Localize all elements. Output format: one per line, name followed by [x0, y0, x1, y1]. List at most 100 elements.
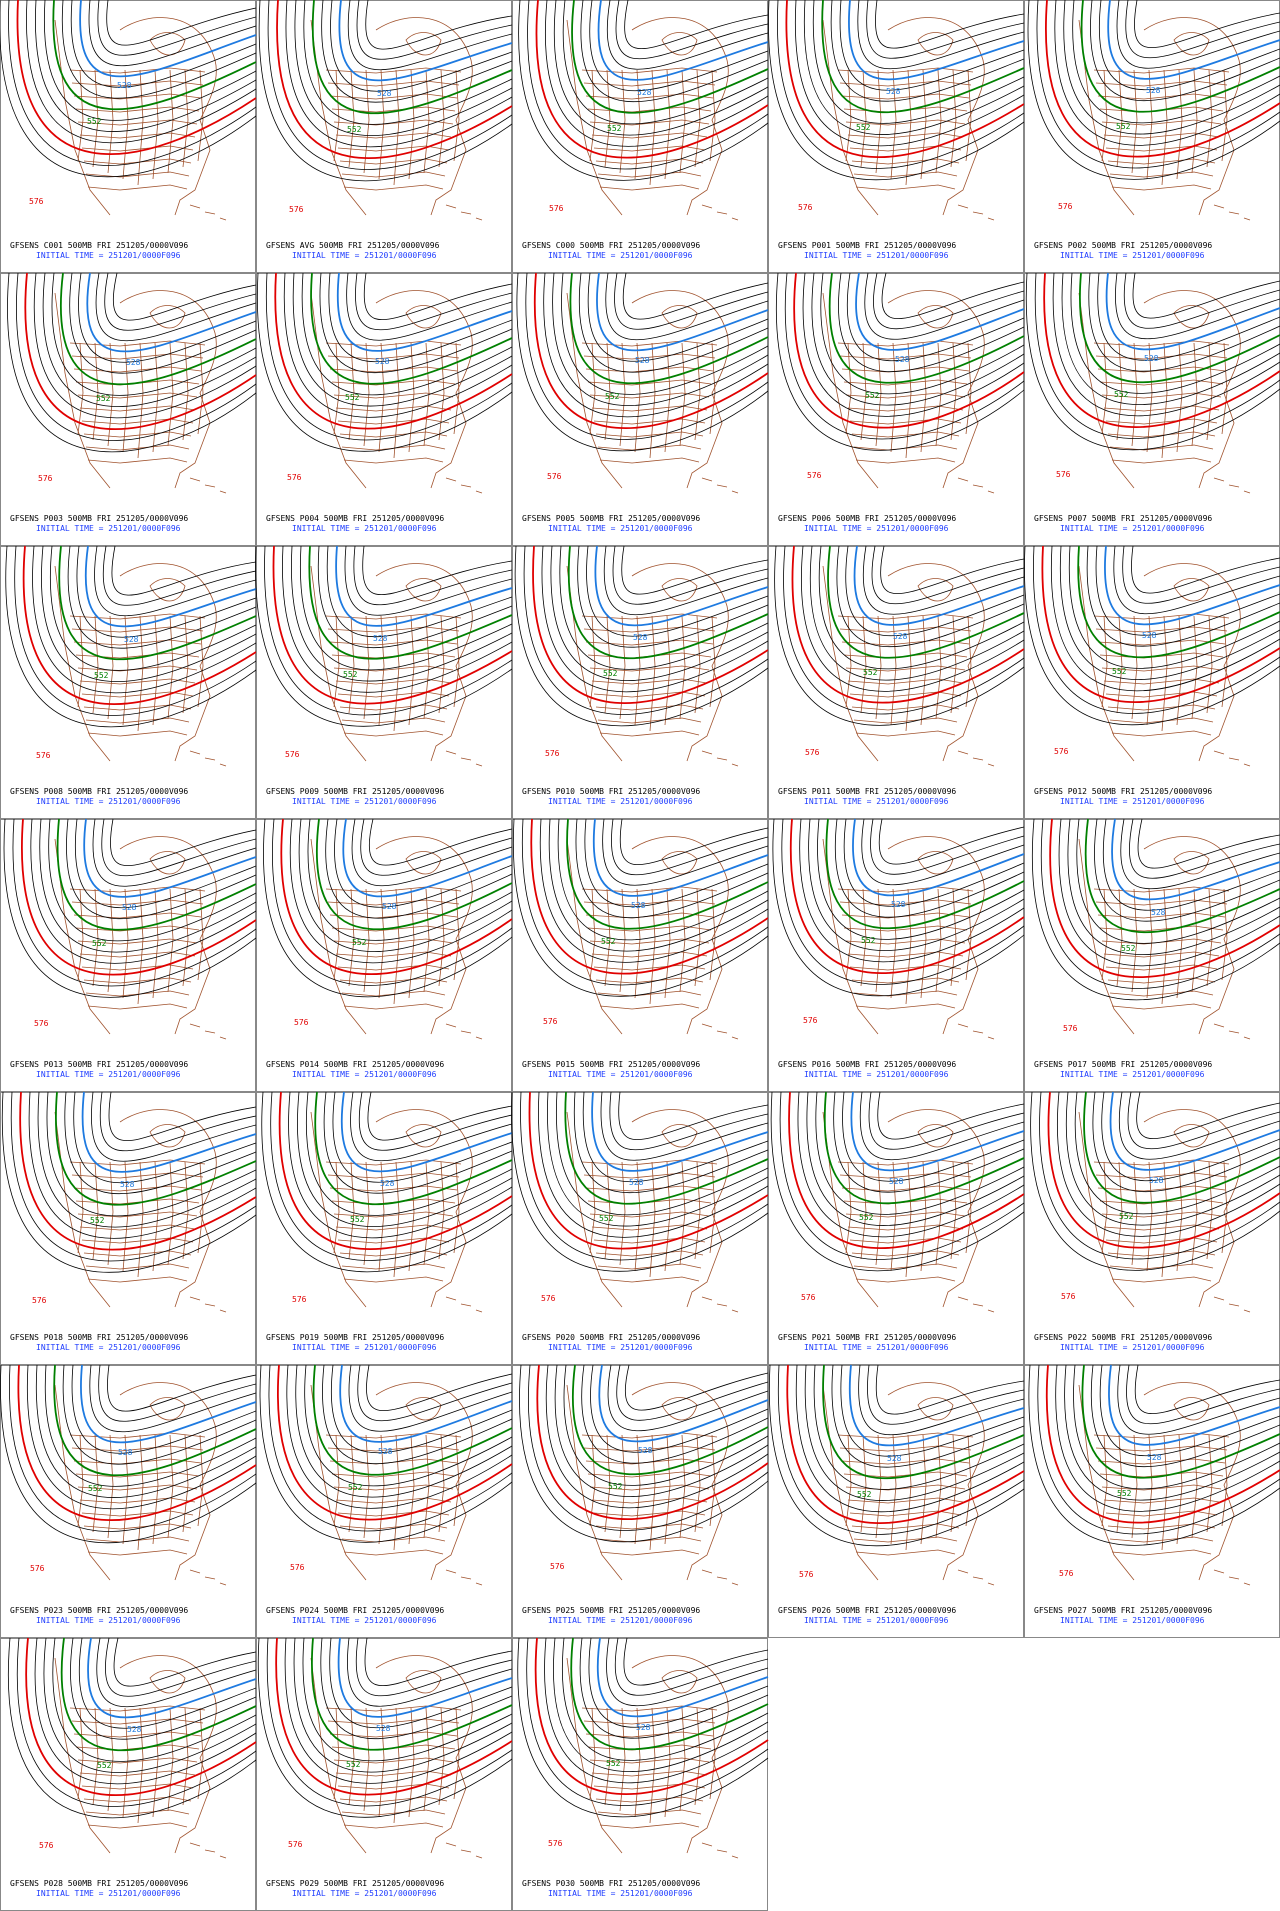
- contour-label: 528: [1147, 1453, 1162, 1462]
- state-line: [341, 990, 446, 997]
- state-line: [1099, 379, 1224, 386]
- contour-label: 576: [548, 1839, 563, 1848]
- map-outline: [310, 1655, 483, 1859]
- height-contour: [0, 1364, 257, 1544]
- coastline: [310, 836, 473, 1035]
- state-line: [1176, 69, 1183, 180]
- height-contour: [332, 1091, 513, 1183]
- contour-label: 552: [1117, 1489, 1132, 1498]
- height-contour: [19, 1091, 257, 1251]
- state-line: [122, 615, 129, 726]
- height-contour: [1134, 1364, 1280, 1415]
- islands: [957, 1569, 995, 1586]
- contour-label: 528: [127, 1725, 142, 1734]
- state-line: [438, 342, 445, 441]
- state-line: [589, 615, 596, 708]
- state-line: [339, 1796, 448, 1803]
- height-contour: [820, 272, 1025, 395]
- panel-border: [256, 1092, 512, 1365]
- state-line: [591, 678, 708, 685]
- islands: [957, 477, 995, 494]
- height-contour: [342, 818, 513, 898]
- state-line: [77, 119, 198, 126]
- state-line: [1109, 1536, 1214, 1543]
- height-contour: [1070, 272, 1280, 394]
- contour-label: 576: [1058, 202, 1073, 211]
- state-line: [1191, 1434, 1198, 1539]
- height-contour: [619, 818, 769, 866]
- height-contour: [806, 1091, 1025, 1226]
- height-contour: [794, 0, 1025, 147]
- state-line: [1116, 615, 1123, 714]
- state-line: [597, 990, 702, 997]
- state-line: [965, 888, 972, 981]
- contour-label: 528: [377, 89, 392, 98]
- coastline: [54, 1655, 217, 1854]
- state-line: [85, 171, 190, 178]
- state-line: [589, 119, 710, 126]
- height-contour: [266, 1637, 513, 1807]
- state-line: [77, 342, 84, 435]
- height-contour: [272, 818, 513, 986]
- map-panel: 576 552 528 GFSENS P003 500MB FRI 251205/00…: [0, 272, 257, 546]
- state-line: [694, 1161, 701, 1260]
- height-contour: [1067, 818, 1280, 955]
- islands: [957, 1296, 995, 1313]
- state-line: [589, 888, 596, 981]
- state-line: [83, 1523, 192, 1530]
- state-line: [1103, 405, 1220, 412]
- state-line: [1116, 342, 1123, 441]
- contour-label: 576: [1059, 1569, 1074, 1578]
- contour-label: 528: [895, 355, 910, 364]
- state-line: [847, 405, 964, 412]
- state-line: [589, 69, 596, 162]
- panel-title: GFSENS P012 500MB FRI 251205/0000V096: [1034, 787, 1212, 796]
- map-outline: [54, 1382, 227, 1586]
- state-line: [860, 888, 867, 987]
- panel-border: [512, 1365, 768, 1638]
- height-contour: [862, 545, 1025, 615]
- height-contour: [532, 545, 769, 704]
- state-line: [905, 615, 912, 732]
- height-contour: [294, 0, 513, 136]
- panel-title: GFSENS P016 500MB FRI 251205/0000V096: [778, 1060, 956, 1069]
- state-line: [438, 888, 445, 987]
- state-line: [965, 1434, 972, 1527]
- contour-label: 528: [120, 1180, 135, 1189]
- state-line: [1103, 1224, 1220, 1231]
- state-line: [593, 1783, 706, 1790]
- height-contour: [579, 1637, 769, 1739]
- height-contour: [320, 1637, 513, 1740]
- state-line: [1101, 69, 1108, 162]
- state-line: [1131, 69, 1138, 174]
- panel-title: GFSENS C001 500MB FRI 251205/0000V096: [10, 241, 188, 250]
- state-line: [1221, 69, 1228, 162]
- state-line: [853, 1536, 958, 1543]
- state-line: [847, 1497, 964, 1504]
- state-line: [1191, 69, 1198, 174]
- height-contour: [853, 545, 1025, 626]
- height-contour: [776, 272, 1025, 451]
- height-contour: [1123, 272, 1280, 329]
- height-contour: [1079, 272, 1280, 384]
- state-line: [335, 678, 452, 685]
- map-panel: 576 552 528 GFSENS P022 500MB FRI 251205/00…: [1024, 1091, 1280, 1365]
- contour-label: 552: [352, 938, 367, 947]
- panel-border: [1024, 273, 1280, 546]
- height-contour: [53, 1364, 257, 1477]
- height-contour: [1068, 545, 1280, 669]
- height-contour: [606, 1637, 769, 1707]
- height-contour: [802, 272, 1025, 417]
- state-line: [709, 1707, 716, 1800]
- height-contour: [821, 0, 1025, 114]
- height-contour: [104, 272, 257, 331]
- state-line: [847, 1224, 964, 1231]
- state-line: [75, 1471, 200, 1478]
- height-contour: [22, 545, 257, 705]
- coastline: [822, 1382, 985, 1581]
- initial-time: INITIAL TIME = 251201/0000F096: [548, 1889, 693, 1898]
- panel-title: GFSENS P018 500MB FRI 251205/0000V096: [10, 1333, 188, 1342]
- height-contour: [1059, 545, 1280, 680]
- height-contour: [1091, 1364, 1280, 1468]
- state-line: [649, 888, 656, 1005]
